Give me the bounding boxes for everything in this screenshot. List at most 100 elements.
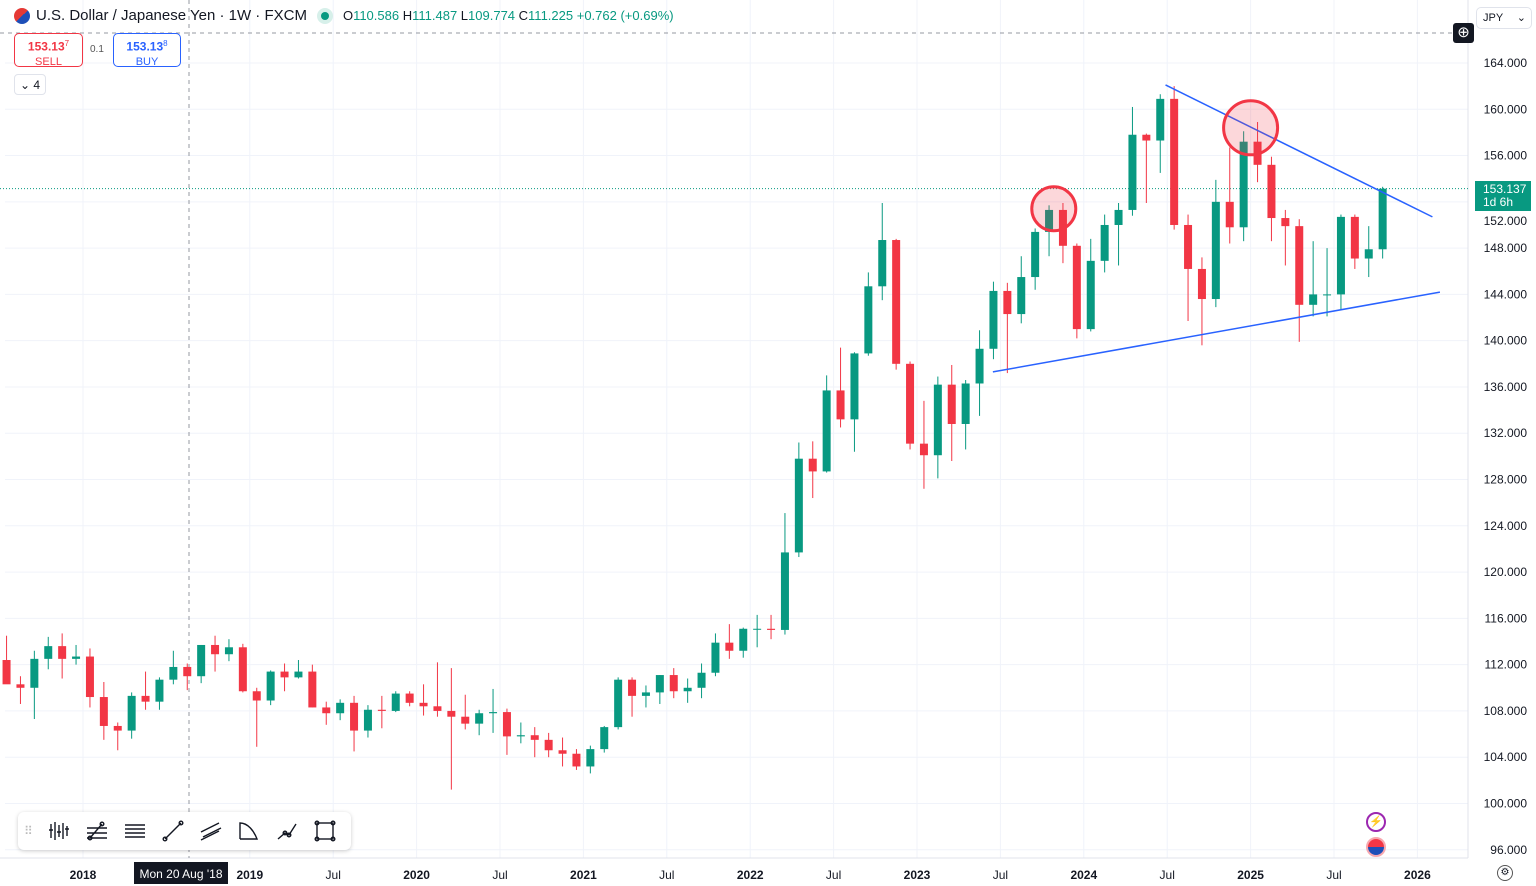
- candle-body: [1045, 209, 1054, 232]
- candle-body: [30, 658, 39, 688]
- settings-gear-icon[interactable]: ⚙: [1497, 865, 1513, 881]
- symbol-header: U.S. Dollar / Japanese Yen · 1W · FXCM O…: [14, 7, 674, 24]
- candle-body: [892, 240, 901, 364]
- spread-value: 0.1: [90, 44, 104, 55]
- candle-body: [919, 443, 928, 456]
- candle-body: [1072, 245, 1081, 330]
- symbol-title[interactable]: U.S. Dollar / Japanese Yen · 1W · FXCM: [36, 7, 307, 24]
- price-tick-label: 108.000: [1484, 704, 1528, 718]
- candle-body: [794, 458, 803, 553]
- candle-body: [1309, 294, 1318, 305]
- candle-body: [975, 348, 984, 384]
- candle-body: [308, 671, 317, 708]
- candle-body: [155, 679, 164, 702]
- time-tick-label: 2024: [1070, 868, 1097, 882]
- candle-body: [947, 384, 956, 424]
- candle-body: [1142, 134, 1151, 141]
- us-flag-icon[interactable]: [1366, 837, 1386, 857]
- last-price-label: 153.137 1d 6h: [1475, 181, 1531, 211]
- candle-body: [836, 390, 845, 420]
- candle-body: [336, 702, 345, 714]
- price-tick-label: 100.000: [1484, 796, 1528, 810]
- time-tick-label: Jul: [326, 868, 341, 882]
- candle-body: [1239, 141, 1248, 228]
- candle-body: [322, 707, 331, 714]
- candle-body: [447, 710, 456, 717]
- candle-body: [669, 675, 678, 692]
- path-tool-icon[interactable]: [274, 818, 300, 844]
- parallel-channel-tool-icon[interactable]: [198, 818, 224, 844]
- usd-jpy-flag-icon: [14, 7, 30, 24]
- candle-body: [1100, 224, 1109, 261]
- lightning-icon[interactable]: ⚡: [1366, 812, 1386, 832]
- candle-body: [753, 628, 762, 630]
- trend-line-tool-icon[interactable]: [160, 818, 186, 844]
- candle-body: [294, 671, 303, 678]
- candle-body: [767, 628, 776, 630]
- indicators-collapse-button[interactable]: ⌄ 4: [14, 74, 46, 95]
- candle-body: [961, 383, 970, 424]
- price-tick-label: 112.000: [1485, 658, 1528, 672]
- candle-body: [933, 384, 942, 456]
- candle-body: [2, 660, 11, 685]
- fib-tool-icon[interactable]: [84, 818, 110, 844]
- candle-body: [1114, 209, 1123, 225]
- candle-body: [85, 656, 94, 698]
- candle-body: [461, 716, 470, 724]
- candle-body: [530, 735, 539, 740]
- candle-body: [850, 353, 859, 420]
- candle-body: [280, 671, 289, 678]
- time-tick-label: Jul: [492, 868, 507, 882]
- candle-body: [377, 709, 386, 711]
- candle-body: [780, 552, 789, 630]
- candle-body: [711, 642, 720, 673]
- candle-body: [266, 671, 275, 701]
- candle-body: [906, 363, 915, 444]
- candle-body: [16, 684, 25, 688]
- candle-body: [683, 687, 692, 692]
- horizontal-lines-tool-icon[interactable]: [122, 818, 148, 844]
- candle-body: [1267, 164, 1276, 219]
- drag-handle-icon[interactable]: ⠿: [24, 824, 33, 838]
- candle-body: [725, 642, 734, 651]
- bars-tool-icon[interactable]: [46, 818, 72, 844]
- candle-body: [1350, 216, 1359, 259]
- candle-body: [1225, 201, 1234, 228]
- sell-button[interactable]: 153.137 SELL: [14, 33, 83, 68]
- candle-body: [391, 693, 400, 711]
- crosshair-date-label: Mon 20 Aug '18: [134, 862, 228, 884]
- candle-body: [224, 647, 233, 655]
- candle-body: [1017, 277, 1026, 315]
- candle-body: [99, 697, 108, 726]
- candle-body: [614, 679, 623, 728]
- candle-body: [600, 727, 609, 750]
- candle-body: [405, 693, 414, 703]
- add-plus-icon[interactable]: ⊕: [1453, 23, 1474, 43]
- candle-body: [878, 240, 887, 287]
- buy-button[interactable]: 153.138 BUY: [113, 33, 181, 68]
- candle-body: [1378, 188, 1387, 250]
- rectangle-tool-icon[interactable]: [312, 818, 338, 844]
- candle-body: [655, 675, 664, 693]
- time-tick-label: 2025: [1237, 868, 1264, 882]
- price-tick-label: 124.000: [1484, 519, 1528, 533]
- candle-body: [211, 644, 220, 655]
- price-tick-label: 144.000: [1484, 287, 1528, 301]
- time-tick-label: Jul: [826, 868, 841, 882]
- candle-body: [58, 646, 67, 659]
- candle-body: [1031, 231, 1040, 278]
- candle-body: [864, 286, 873, 354]
- time-tick-label: Jul: [659, 868, 674, 882]
- curve-tool-icon[interactable]: [236, 818, 262, 844]
- price-tick-label: 136.000: [1484, 380, 1528, 394]
- time-tick-label: 2020: [403, 868, 430, 882]
- currency-select[interactable]: JPY ⌄: [1476, 7, 1532, 29]
- candle-body: [1281, 218, 1290, 227]
- candle-body: [183, 666, 192, 677]
- price-tick-label: 152.000: [1484, 214, 1528, 228]
- time-tick-label: 2022: [737, 868, 764, 882]
- price-tick-label: 132.000: [1484, 426, 1528, 440]
- price-tick-label: 96.000: [1490, 843, 1527, 857]
- candle-body: [739, 628, 748, 651]
